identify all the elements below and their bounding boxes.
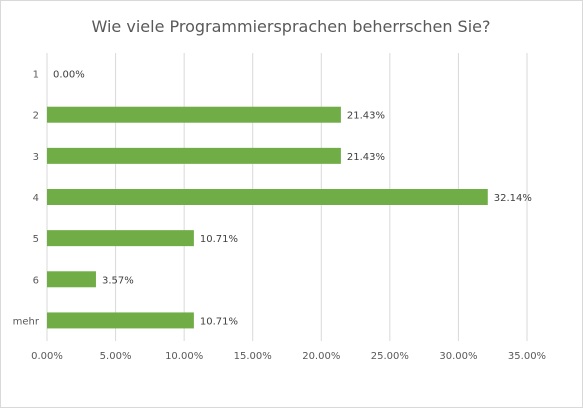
x-tick-label: 10.00% [165,351,203,362]
bar [47,230,194,247]
x-tick-label: 25.00% [371,351,409,362]
category-label: 4 [33,193,39,204]
bar [47,271,96,288]
data-labels: 0.00% 21.43% 21.43% 32.14% 10.71% 3.57% 10.71% [53,70,532,328]
chart-title: Wie viele Programmiersprachen beherrsche… [92,17,491,36]
data-label: 0.00% [53,70,85,81]
category-label: 3 [33,152,39,163]
x-tick-label: 20.00% [302,351,340,362]
data-label: 3.57% [102,275,134,286]
category-label: mehr [13,316,40,327]
x-tick-label: 30.00% [439,351,477,362]
bar [47,189,488,205]
x-tick-label: 5.00% [100,351,132,362]
data-label: 10.71% [200,234,238,245]
data-label: 21.43% [347,111,385,122]
data-label: 32.14% [494,193,532,204]
data-label: 21.43% [347,152,385,163]
category-axis-labels: 1 2 3 4 5 6 mehr [13,70,40,328]
category-label: 6 [33,275,39,286]
x-tick-label: 35.00% [508,351,546,362]
bar [47,312,194,329]
bars [47,106,488,329]
bar [47,106,341,123]
category-label: 1 [33,70,39,81]
bar [47,147,341,164]
data-label: 10.71% [200,316,238,327]
x-tick-label: 15.00% [234,351,272,362]
value-axis-labels: 0.00% 5.00% 10.00% 15.00% 20.00% 25.00% 30.00%… [31,351,546,362]
x-tick-label: 0.00% [31,351,63,362]
category-label: 5 [33,234,39,245]
category-label: 2 [33,111,39,122]
